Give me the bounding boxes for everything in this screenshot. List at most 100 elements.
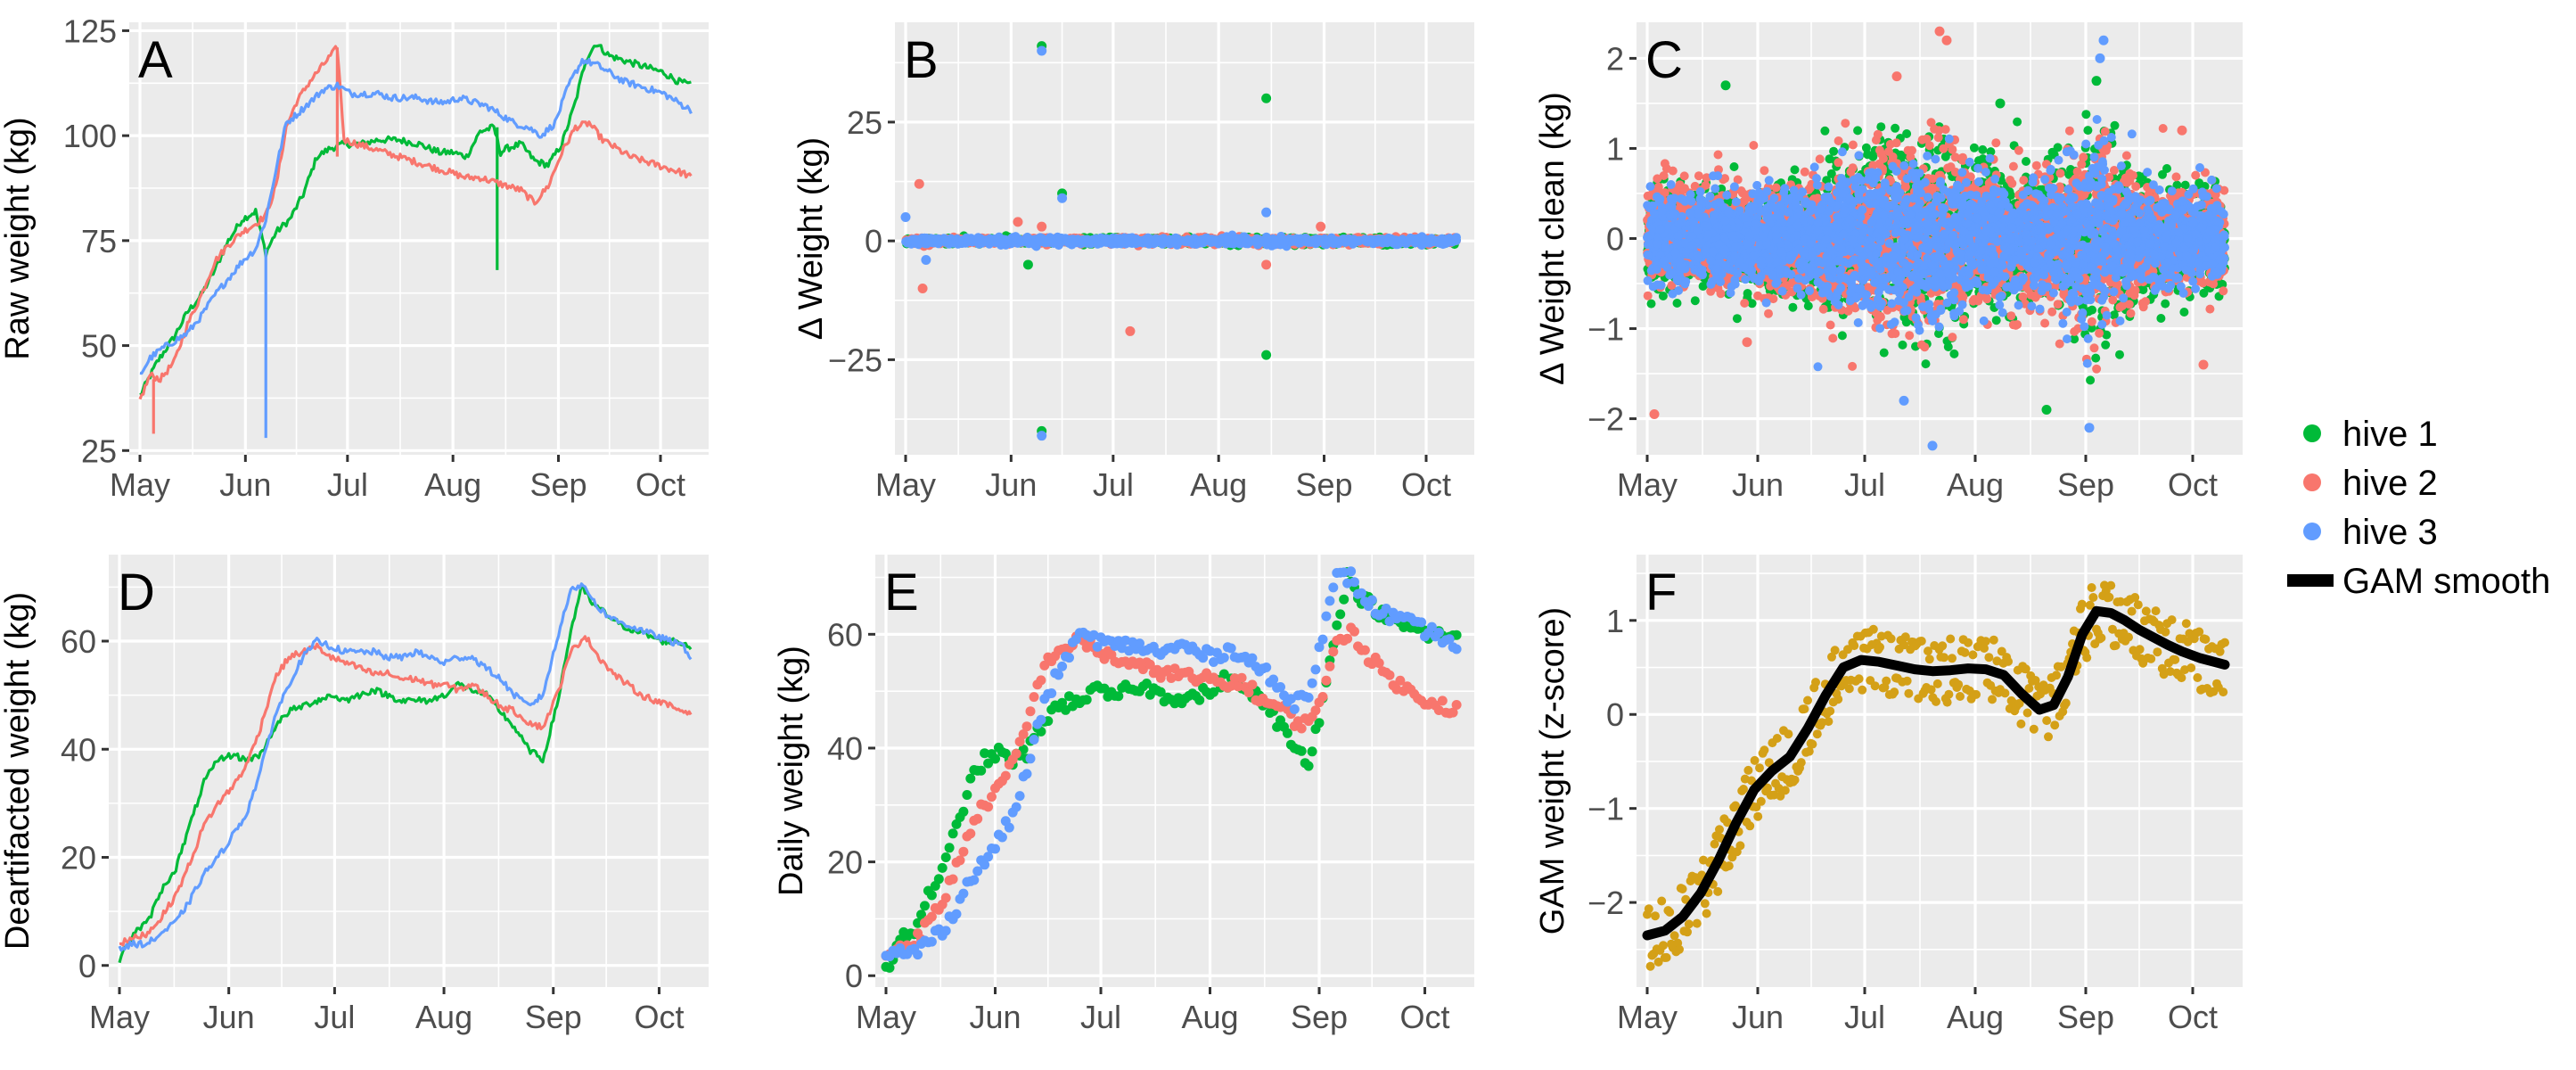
- data-point: [1100, 235, 1110, 245]
- y-tick-label: 75: [81, 223, 117, 259]
- data-point: [2088, 305, 2097, 315]
- y-axis-title: Δ Weight clean (kg): [1534, 92, 1571, 385]
- data-point: [2013, 117, 2022, 127]
- point-cloud: [1643, 110, 2229, 385]
- data-point: [1788, 302, 1798, 312]
- data-point: [1268, 234, 1278, 243]
- x-tick-label: May: [110, 466, 170, 503]
- series-hive-2: [138, 45, 693, 434]
- data-point: [1083, 236, 1093, 246]
- x-tick-label: Aug: [424, 466, 481, 503]
- data-point: [1898, 340, 1907, 350]
- data-point: [1368, 235, 1378, 245]
- data-point: [2199, 288, 2209, 298]
- point-cloud: [901, 230, 1461, 251]
- data-point: [1211, 235, 1221, 245]
- data-point: [1093, 239, 1103, 249]
- y-tick-label: 25: [81, 432, 117, 469]
- x-tick-label: Sep: [2057, 466, 2114, 503]
- outlier-point: [1037, 431, 1047, 441]
- data-point: [1658, 292, 1668, 300]
- data-point: [1185, 235, 1194, 245]
- data-point: [1223, 235, 1233, 245]
- outlier-point: [921, 254, 931, 265]
- data-point: [1294, 235, 1304, 244]
- x-tick-label: Jul: [327, 466, 368, 503]
- data-point: [1132, 235, 1142, 244]
- outlier-point: [1261, 350, 1272, 360]
- y-tick-label: 2: [1606, 40, 1624, 77]
- data-point: [1338, 235, 1348, 244]
- data-point: [1124, 233, 1134, 243]
- panel-a-grid: [129, 22, 709, 455]
- data-point: [1022, 235, 1032, 245]
- series-hive-3: [139, 57, 693, 439]
- data-point: [1672, 299, 1682, 308]
- series-line: [138, 45, 693, 400]
- data-point: [1902, 129, 1912, 138]
- data-point: [1398, 235, 1407, 244]
- outlier-point: [900, 212, 911, 223]
- data-point: [997, 238, 1005, 248]
- panel-b-tag: B: [904, 31, 939, 89]
- data-point: [2109, 310, 2119, 320]
- data-point: [1949, 349, 1959, 358]
- y-axis-title: Raw weight (kg): [0, 117, 37, 359]
- y-tick-label: 50: [81, 328, 117, 365]
- panel-a-tag: A: [138, 31, 173, 89]
- data-point: [2083, 126, 2093, 136]
- panel-a-data: [138, 44, 693, 439]
- data-point: [1153, 235, 1163, 245]
- data-point: [1876, 122, 1886, 132]
- data-point: [1107, 239, 1117, 249]
- data-point: [2022, 157, 2030, 166]
- data-point: [1969, 143, 1979, 152]
- series-line: [139, 44, 692, 397]
- x-tick-label: Jun: [219, 466, 271, 503]
- data-point: [1863, 150, 1873, 160]
- data-point: [2180, 180, 2190, 190]
- y-tick-label: 0: [865, 223, 882, 259]
- data-point: [1350, 238, 1359, 248]
- data-point: [1978, 144, 1988, 154]
- data-point: [2081, 110, 2091, 119]
- outlier-point: [914, 178, 924, 189]
- x-tick-label: Jun: [985, 466, 1037, 503]
- outlier-point: [1261, 259, 1272, 270]
- x-tick-label: May: [1617, 466, 1678, 503]
- data-point: [1973, 156, 1983, 166]
- x-tick-label: Sep: [1295, 466, 1352, 503]
- data-point: [1690, 296, 1700, 306]
- outlier-point: [1057, 193, 1068, 203]
- x-tick-label: Jul: [1093, 466, 1134, 503]
- y-tick-label: 100: [63, 118, 117, 154]
- y-tick-label: −1: [1587, 311, 1624, 348]
- data-point: [940, 235, 950, 244]
- x-tick-label: Aug: [1947, 466, 2004, 503]
- data-point: [2161, 299, 2170, 309]
- data-point: [1934, 329, 1943, 339]
- data-point: [1389, 235, 1399, 245]
- x-tick-label: Oct: [636, 466, 685, 503]
- y-axis-title: Δ Weight (kg): [792, 137, 830, 340]
- data-point: [2162, 164, 2171, 173]
- data-point: [1410, 235, 1420, 244]
- y-tick-label: 0: [1606, 221, 1624, 258]
- x-tick-label: Sep: [529, 466, 587, 503]
- data-point: [932, 236, 942, 246]
- data-point: [955, 237, 964, 247]
- data-point: [1837, 331, 1847, 341]
- data-point: [1232, 238, 1242, 248]
- outlier-point: [1037, 221, 1047, 232]
- series-hive-1: [139, 44, 692, 397]
- data-point: [1861, 143, 1871, 152]
- y-tick-label: −2: [1587, 401, 1624, 438]
- data-point: [1116, 239, 1126, 249]
